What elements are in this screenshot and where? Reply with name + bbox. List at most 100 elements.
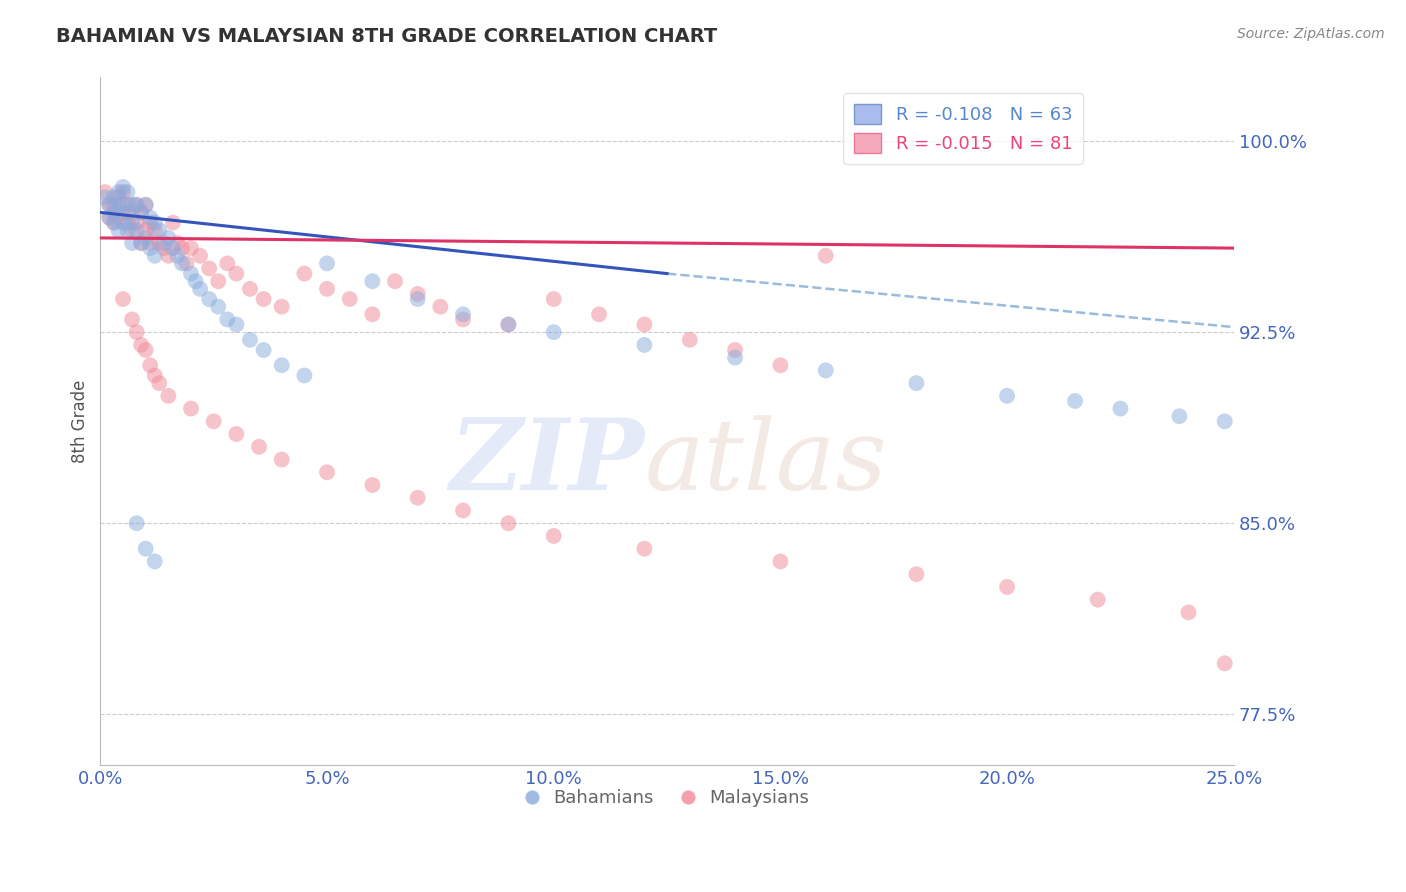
Point [125,216,148,230]
Point [292,368,315,383]
Point [225,427,247,442]
Point [1177,606,1199,620]
Point [498,318,520,332]
Point [361,274,384,288]
Point [121,205,143,219]
Point [384,274,406,288]
Point [292,267,315,281]
Point [129,235,152,250]
Point [121,198,143,212]
Point [125,198,148,212]
Point [498,516,520,531]
Point [103,216,125,230]
Point [135,198,157,212]
Point [117,205,139,219]
Point [239,333,262,347]
Point [995,580,1018,594]
Point [107,211,129,225]
Text: atlas: atlas [644,415,887,510]
Point [139,241,162,255]
Point [129,205,152,219]
Point [103,190,125,204]
Point [180,241,202,255]
Point [316,256,339,270]
Point [121,312,143,326]
Point [543,529,565,543]
Point [148,235,170,250]
Point [679,333,702,347]
Point [724,351,747,365]
Point [724,343,747,357]
Point [1213,657,1236,671]
Point [633,338,655,352]
Point [995,389,1018,403]
Point [143,223,166,237]
Point [125,198,148,212]
Point [180,267,202,281]
Point [107,190,129,204]
Point [129,235,152,250]
Point [162,241,184,255]
Point [543,292,565,306]
Point [588,307,610,321]
Point [135,231,157,245]
Point [121,216,143,230]
Point [207,274,229,288]
Point [252,343,274,357]
Point [247,440,270,454]
Point [143,249,166,263]
Text: BAHAMIAN VS MALAYSIAN 8TH GRADE CORRELATION CHART: BAHAMIAN VS MALAYSIAN 8TH GRADE CORRELAT… [56,27,717,45]
Point [139,359,162,373]
Point [252,292,274,306]
Point [406,287,429,301]
Point [111,292,134,306]
Point [125,223,148,237]
Point [180,401,202,416]
Point [1064,393,1087,408]
Point [107,198,129,212]
Point [129,338,152,352]
Point [1087,592,1109,607]
Point [814,363,837,377]
Point [170,241,193,255]
Point [170,256,193,270]
Point [157,389,180,403]
Point [117,185,139,199]
Point [217,312,239,326]
Point [769,359,792,373]
Legend: Bahamians, Malaysians: Bahamians, Malaysians [517,782,817,814]
Point [125,325,148,339]
Point [157,249,180,263]
Point [111,216,134,230]
Point [121,235,143,250]
Point [121,223,143,237]
Text: Source: ZipAtlas.com: Source: ZipAtlas.com [1237,27,1385,41]
Point [153,235,176,250]
Point [1168,409,1191,424]
Point [633,318,655,332]
Point [905,376,928,390]
Point [162,216,184,230]
Point [103,198,125,212]
Point [98,211,121,225]
Point [1109,401,1132,416]
Point [543,325,565,339]
Point [225,267,247,281]
Point [148,376,170,390]
Point [202,414,225,428]
Point [361,307,384,321]
Point [135,198,157,212]
Point [143,368,166,383]
Point [361,478,384,492]
Point [406,491,429,505]
Point [498,318,520,332]
Point [98,198,121,212]
Point [125,516,148,531]
Point [905,567,928,582]
Point [166,249,188,263]
Point [188,249,211,263]
Point [153,241,176,255]
Point [166,235,188,250]
Point [98,211,121,225]
Point [111,198,134,212]
